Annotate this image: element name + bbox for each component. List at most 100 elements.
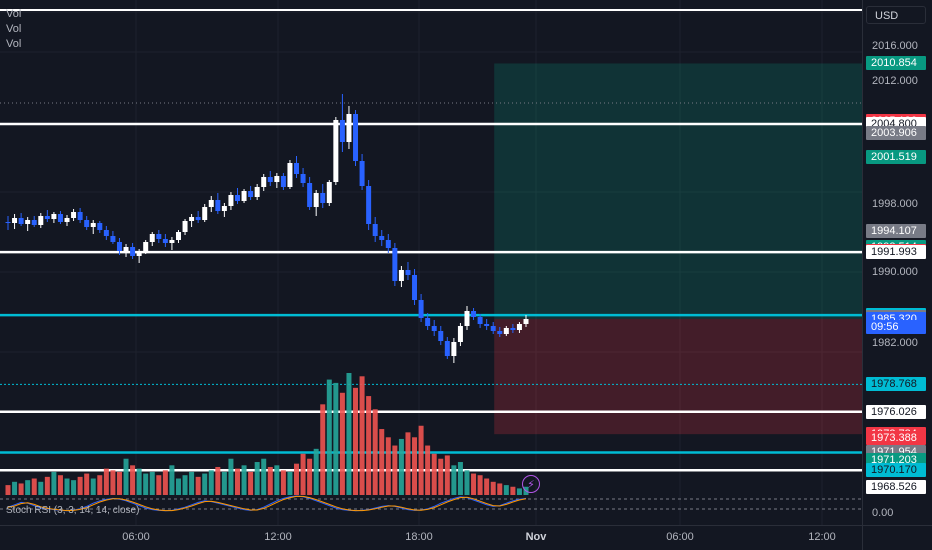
volume-bar xyxy=(71,480,77,495)
price-axis-tick: 1982.000 xyxy=(872,337,918,349)
candle-body xyxy=(490,326,496,331)
volume-bar xyxy=(143,473,149,495)
volume-bar xyxy=(130,465,136,495)
volume-bar xyxy=(110,470,116,495)
volume-bar xyxy=(418,425,424,495)
candle-body xyxy=(31,220,37,225)
volume-bar xyxy=(457,462,463,495)
candle-body xyxy=(477,317,483,324)
candle-body xyxy=(228,195,234,206)
candle-body xyxy=(136,252,142,256)
volume-bar xyxy=(333,382,339,495)
volume-bar xyxy=(84,473,90,495)
candle-body xyxy=(189,217,195,221)
volume-bar xyxy=(25,480,31,495)
candle-body xyxy=(353,114,359,161)
volume-bar xyxy=(438,458,444,495)
volume-bar xyxy=(346,373,352,495)
volume-bar xyxy=(464,470,470,495)
candle-body xyxy=(294,163,300,174)
volume-bar xyxy=(123,458,129,495)
candle-body xyxy=(287,163,293,187)
volume-bar xyxy=(372,409,378,495)
volume-bar xyxy=(353,387,359,495)
volume-bar xyxy=(90,478,96,495)
volume-bar xyxy=(510,486,516,495)
time-axis-tick: 06:00 xyxy=(666,531,694,543)
volume-bar xyxy=(444,455,450,495)
volume-bar xyxy=(287,471,293,495)
time-axis-tick: 18:00 xyxy=(405,531,433,543)
volume-bar xyxy=(57,475,63,495)
stoch-rsi-label[interactable]: Stoch RSI (3, 3, 14, 14, close) xyxy=(6,505,140,516)
volume-bar xyxy=(379,429,385,495)
volume-indicator-label[interactable]: Vol xyxy=(6,23,22,35)
candle-body xyxy=(516,324,522,330)
candle-body xyxy=(57,214,63,222)
lightning-icon[interactable]: ⚡︎ xyxy=(522,475,540,493)
volume-bar xyxy=(254,462,260,495)
price-tag: 1970.170 xyxy=(866,463,926,478)
volume-bar xyxy=(97,475,103,495)
bar-countdown: 09:56 xyxy=(866,320,926,334)
candle-body xyxy=(162,239,168,243)
candle-body xyxy=(221,206,227,211)
volume-bar xyxy=(182,475,188,495)
candle-body xyxy=(398,270,404,281)
candle-body xyxy=(116,242,122,251)
currency-selector[interactable]: USD xyxy=(866,6,926,24)
volume-bar xyxy=(503,485,509,495)
price-axis-tick: 2012.000 xyxy=(872,75,918,87)
candle-body xyxy=(372,224,378,236)
volume-bar xyxy=(103,468,109,495)
volume-bar xyxy=(18,483,24,495)
price-axis-tick: 2016.000 xyxy=(872,40,918,52)
volume-bar xyxy=(359,376,365,495)
volume-bar xyxy=(261,458,267,495)
candle-body xyxy=(280,176,286,187)
volume-bar xyxy=(64,478,70,495)
candle-body xyxy=(261,177,267,187)
candle-body xyxy=(12,218,18,223)
candle-body xyxy=(333,120,339,182)
time-axis-tick: 12:00 xyxy=(264,531,292,543)
candle-body xyxy=(71,212,77,218)
volume-bar xyxy=(248,471,254,495)
volume-bar xyxy=(366,396,372,495)
volume-bar xyxy=(44,476,50,495)
candle-body xyxy=(497,331,503,334)
price-tag: 1968.526 xyxy=(866,479,926,494)
volume-indicator-label[interactable]: Vol xyxy=(6,38,22,50)
candle-body xyxy=(326,182,332,203)
long-position-stop-zone xyxy=(494,318,862,435)
candle-body xyxy=(77,212,83,220)
candle-body xyxy=(274,176,280,182)
candle-body xyxy=(182,221,188,232)
candle-body xyxy=(90,223,96,227)
candle-body xyxy=(431,326,437,331)
volume-bar xyxy=(136,468,142,495)
volume-bar xyxy=(208,470,214,495)
candle-body xyxy=(359,161,365,186)
volume-bar xyxy=(162,470,168,495)
price-axis-tick: 1990.000 xyxy=(872,266,918,278)
candle-body xyxy=(130,247,136,256)
volume-bar xyxy=(12,481,18,495)
candle-body xyxy=(339,120,345,142)
volume-indicator-label[interactable]: Vol xyxy=(6,8,22,20)
volume-bar xyxy=(471,473,477,495)
candle-body xyxy=(97,223,103,230)
volume-bar xyxy=(412,437,418,495)
volume-bar xyxy=(300,453,306,495)
candle-body xyxy=(248,191,254,197)
candle-body xyxy=(25,220,31,224)
candle-body xyxy=(18,218,24,224)
volume-bar xyxy=(195,476,201,495)
volume-bar xyxy=(398,438,404,495)
volume-bar xyxy=(326,379,332,495)
volume-bar xyxy=(392,445,398,495)
candle-body xyxy=(169,240,175,243)
candle-body xyxy=(385,240,391,248)
